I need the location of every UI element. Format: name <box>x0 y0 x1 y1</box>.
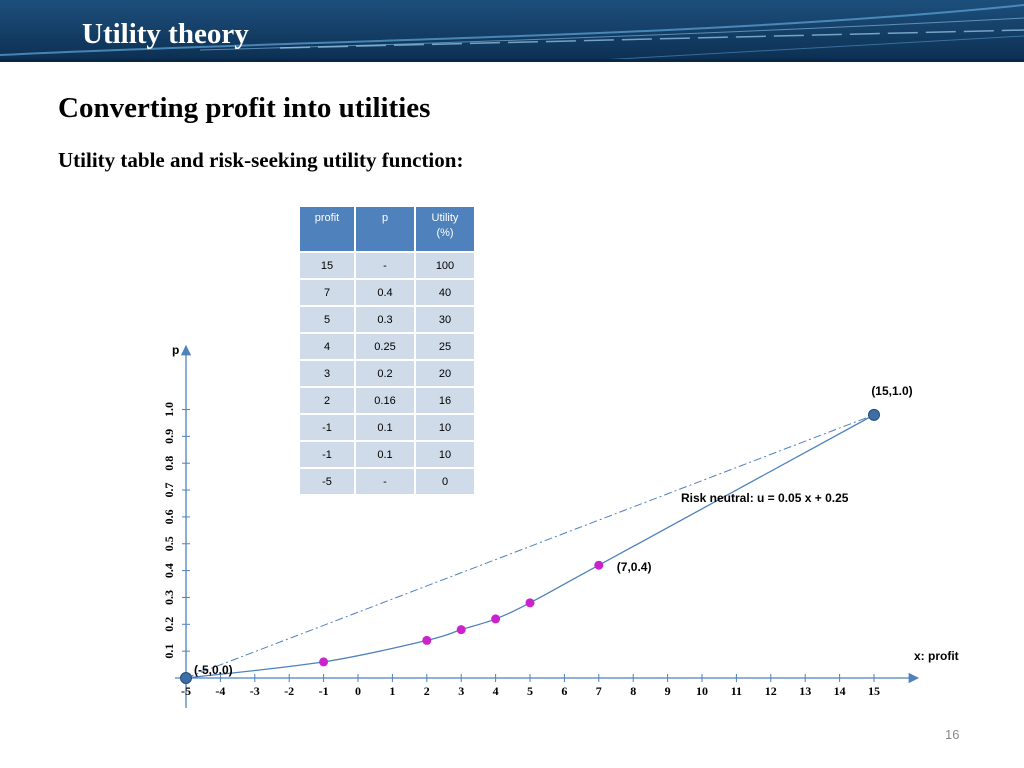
slide-subheading: Utility table and risk-seeking utility f… <box>58 148 464 172</box>
x-tick-label: -1 <box>319 684 329 698</box>
x-ticks: -5 -4 -3 -2 -1 0 1 2 3 4 5 6 7 8 9 10 11 12 13 14 15 <box>181 674 880 698</box>
y-tick-label: 0.7 <box>162 483 176 498</box>
data-point-marker <box>319 657 329 667</box>
x-tick-label: 14 <box>834 684 846 698</box>
table-cell: 40 <box>416 280 474 305</box>
table-cell: 30 <box>416 307 474 332</box>
table-cell: -5 <box>300 469 354 494</box>
y-tick-label: 0.6 <box>162 509 176 524</box>
x-tick-label: 13 <box>799 684 811 698</box>
table-row: 3 0.2 20 <box>300 361 474 386</box>
x-tick-label: 7 <box>596 684 602 698</box>
table-row: 7 0.4 40 <box>300 280 474 305</box>
point-label: (-5,0.0) <box>194 663 233 677</box>
y-tick-label: 0.1 <box>162 644 176 659</box>
x-tick-label: 1 <box>389 684 395 698</box>
x-tick-label: 3 <box>458 684 464 698</box>
table-cell: 7 <box>300 280 354 305</box>
table-cell: 10 <box>416 415 474 440</box>
x-tick-label: -3 <box>250 684 260 698</box>
table-cell: 0.1 <box>356 442 414 467</box>
x-tick-label: 0 <box>355 684 361 698</box>
x-tick-label: -2 <box>284 684 294 698</box>
y-tick-label: 0.3 <box>162 590 176 605</box>
table-cell: 100 <box>416 253 474 278</box>
table-row: -5-0 <box>300 469 474 494</box>
x-tick-label: 12 <box>765 684 777 698</box>
table-row: -1 0.1 10 <box>300 442 474 467</box>
point-label: (15,1.0) <box>871 384 912 398</box>
y-ticks: 0.1 0.2 0.3 0.4 0.5 0.6 0.7 0.8 0.9 1.0 <box>162 402 190 659</box>
table-cell: 15 <box>300 253 354 278</box>
y-tick-label: 0.5 <box>162 536 176 551</box>
table-cell: -1 <box>300 442 354 467</box>
y-tick-label: 0.9 <box>162 429 176 444</box>
x-tick-label: 10 <box>696 684 708 698</box>
table-cell: 2 <box>300 388 354 413</box>
data-point-marker <box>594 560 604 570</box>
y-tick-label: 0.8 <box>162 456 176 471</box>
y-tick-label: 0.2 <box>162 617 176 632</box>
table-row: 2 0.16 16 <box>300 388 474 413</box>
data-point-marker <box>422 635 432 645</box>
page-number: 16 <box>945 727 960 742</box>
x-tick-label: -5 <box>181 684 191 698</box>
table-header-utility: Utility (%) <box>416 207 474 251</box>
table-cell: 3 <box>300 361 354 386</box>
table-cell: 0.1 <box>356 415 414 440</box>
x-tick-label: 5 <box>527 684 533 698</box>
table-row: 4 0.25 25 <box>300 334 474 359</box>
y-tick-label: 1.0 <box>162 402 176 417</box>
table-cell: 0.2 <box>356 361 414 386</box>
table-cell: 10 <box>416 442 474 467</box>
table-header-p: p <box>356 207 414 251</box>
x-tick-label: -4 <box>215 684 225 698</box>
table-cell: -1 <box>300 415 354 440</box>
table-cell: 16 <box>416 388 474 413</box>
x-tick-label: 6 <box>561 684 567 698</box>
data-points: (7,0.4) (-5,0.0) (15,1.0) <box>180 384 913 684</box>
table-body: 15-100 7 0.4 40 5 0.3 30 4 0.25 25 3 0.2 20 2 0.16 16 -1… <box>300 253 474 494</box>
risk-neutral-label: Risk neutral: u = 0.05 x + 0.25 <box>681 491 849 505</box>
y-axis-label: p <box>172 343 179 357</box>
banner-title: Utility theory <box>82 18 249 50</box>
x-axis-label: x: profit <box>914 649 959 663</box>
table-cell: 0 <box>416 469 474 494</box>
endpoint-marker <box>868 408 880 421</box>
x-tick-label: 2 <box>424 684 430 698</box>
x-tick-label: 9 <box>665 684 671 698</box>
x-tick-label: 8 <box>630 684 636 698</box>
data-point-marker <box>456 625 466 635</box>
table-cell: 0.16 <box>356 388 414 413</box>
table-cell: 0.3 <box>356 307 414 332</box>
table-header-profit: profit <box>300 207 354 251</box>
y-tick-label: 0.4 <box>162 563 176 578</box>
table-row: -1 0.1 10 <box>300 415 474 440</box>
x-tick-label: 15 <box>868 684 880 698</box>
data-point-marker <box>491 614 501 624</box>
x-tick-label: 4 <box>493 684 499 698</box>
endpoint-marker <box>180 672 192 684</box>
utility-table: profit p Utility (%) 15-100 7 0.4 40 5 0.3 30 4… <box>298 205 476 496</box>
x-tick-label: 11 <box>731 684 742 698</box>
risk-neutral-line <box>185 414 875 679</box>
table-cell: 25 <box>416 334 474 359</box>
point-label: (7,0.4) <box>617 560 652 574</box>
table-cell: 4 <box>300 334 354 359</box>
data-point-marker <box>525 598 535 608</box>
table-cell: 5 <box>300 307 354 332</box>
slide-heading: Converting profit into utilities <box>58 92 431 124</box>
table-cell: 20 <box>416 361 474 386</box>
table-row: 15-100 <box>300 253 474 278</box>
table-cell: - <box>356 469 414 494</box>
header-banner <box>0 0 1024 62</box>
table-cell: - <box>356 253 414 278</box>
table-cell: 0.4 <box>356 280 414 305</box>
table-cell: 0.25 <box>356 334 414 359</box>
table-row: 5 0.3 30 <box>300 307 474 332</box>
